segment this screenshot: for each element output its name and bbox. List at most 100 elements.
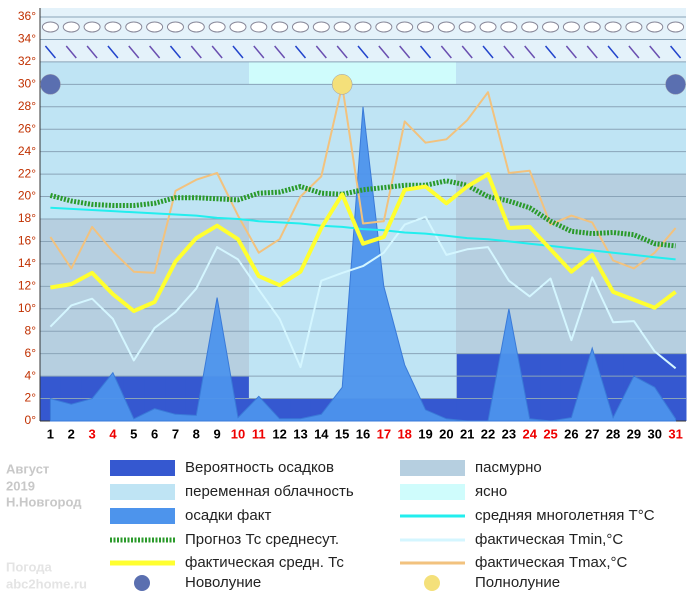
wind-arrow xyxy=(482,45,494,59)
x-tick-label: 8 xyxy=(193,426,200,441)
x-tick-label: 21 xyxy=(460,426,474,441)
y-tick-label: 6° xyxy=(25,346,37,360)
legend-swatch xyxy=(134,575,150,591)
wind-arrow xyxy=(86,45,98,59)
year: 2019 xyxy=(6,478,35,493)
wind-arrow xyxy=(211,45,223,59)
wind-arrow xyxy=(544,45,557,59)
weather-icon xyxy=(646,21,664,33)
x-tick-label: 3 xyxy=(88,426,95,441)
weather-icon xyxy=(208,21,226,33)
weather-icon xyxy=(104,21,122,33)
x-tick-label: 13 xyxy=(293,426,307,441)
wind-arrow xyxy=(190,45,202,59)
wind-arrow xyxy=(419,45,432,59)
weather-icon xyxy=(166,21,184,33)
legend-label: переменная облачность xyxy=(185,483,354,500)
x-tick-label: 29 xyxy=(627,426,641,441)
y-tick-label: 2° xyxy=(25,391,37,405)
weather-icon xyxy=(479,21,497,33)
x-tick-label: 6 xyxy=(151,426,158,441)
zone xyxy=(249,61,456,85)
x-tick-label: 12 xyxy=(272,426,286,441)
y-tick-label: 36° xyxy=(18,9,36,23)
series-line xyxy=(49,178,676,249)
legend-label: Вероятность осадков xyxy=(185,459,334,476)
precip-prob xyxy=(290,398,312,421)
wind-arrow xyxy=(565,45,577,59)
wind-arrow xyxy=(461,45,473,59)
moon xyxy=(331,74,353,95)
legend-label: средняя многолетняя T°С xyxy=(475,507,655,524)
site: abc2home.ru xyxy=(6,576,87,591)
weather-icon xyxy=(271,21,289,33)
wind-arrow xyxy=(607,45,619,59)
weather-icon xyxy=(583,21,601,33)
weather-icon xyxy=(396,21,414,33)
series-line xyxy=(50,206,676,261)
y-tick-label: 18° xyxy=(18,211,36,225)
x-tick-label: 2 xyxy=(68,426,75,441)
weather-icon xyxy=(333,21,351,33)
wind-arrow xyxy=(149,45,161,59)
weather-icon xyxy=(500,21,518,33)
weather-icon xyxy=(542,21,560,33)
icon-row xyxy=(40,8,686,62)
x-tick-label: 27 xyxy=(585,426,599,441)
weather-icon xyxy=(146,21,164,33)
legend-label: фактическая Tmin,°С xyxy=(475,531,623,548)
weather-icon xyxy=(62,21,80,33)
legend-label: фактическая Tmax,°С xyxy=(475,554,628,571)
y-tick-label: 16° xyxy=(18,234,36,248)
site-title: Погода xyxy=(6,559,53,574)
y-tick-label: 20° xyxy=(18,189,36,203)
x-tick-label: 10 xyxy=(231,426,245,441)
weather-icon xyxy=(354,21,372,33)
weather-icon xyxy=(187,21,205,33)
wind-arrow xyxy=(294,45,307,59)
wind-arrow xyxy=(524,45,536,59)
wind-arrow xyxy=(670,45,682,59)
wind-arrow xyxy=(336,45,348,59)
x-tick-label: 16 xyxy=(356,426,370,441)
x-tick-label: 25 xyxy=(543,426,557,441)
wind-arrow xyxy=(315,45,327,59)
wind-arrow xyxy=(628,45,640,59)
wind-arrow xyxy=(503,45,515,59)
weather-icon xyxy=(125,21,143,33)
weather-icon xyxy=(625,21,643,33)
x-tick-label: 23 xyxy=(502,426,516,441)
x-tick-label: 9 xyxy=(214,426,221,441)
wind-arrow xyxy=(274,45,286,59)
x-tick-label: 24 xyxy=(522,426,537,441)
weather-icon xyxy=(312,21,330,33)
wind-arrow xyxy=(253,45,265,59)
weather-icon xyxy=(562,21,580,33)
x-tick-label: 15 xyxy=(335,426,349,441)
weather-icon xyxy=(521,21,539,33)
wind-arrow xyxy=(586,45,598,59)
x-tick-label: 11 xyxy=(252,426,266,441)
y-tick-label: 28° xyxy=(18,99,36,113)
y-tick-label: 8° xyxy=(25,323,37,337)
weather-icon xyxy=(291,21,309,33)
wind-arrow xyxy=(378,45,390,59)
x-tick-label: 19 xyxy=(418,426,432,441)
legend-swatch xyxy=(110,484,175,500)
legend-label: фактическая средн. Тс xyxy=(185,554,344,571)
x-tick-label: 14 xyxy=(314,426,329,441)
precip-area xyxy=(49,106,677,422)
legend-swatch xyxy=(110,508,175,524)
y-tick-label: 24° xyxy=(18,144,36,158)
wind-arrow xyxy=(128,45,140,59)
y-tick-label: 34° xyxy=(18,32,36,46)
series-line xyxy=(49,215,677,370)
x-tick-label: 7 xyxy=(172,426,179,441)
x-tick-label: 18 xyxy=(397,426,411,441)
precip-prob xyxy=(540,353,562,421)
y-tick-label: 32° xyxy=(18,54,36,68)
series-line xyxy=(50,172,677,313)
weather-icon xyxy=(250,21,268,33)
weather-icon xyxy=(667,21,685,33)
